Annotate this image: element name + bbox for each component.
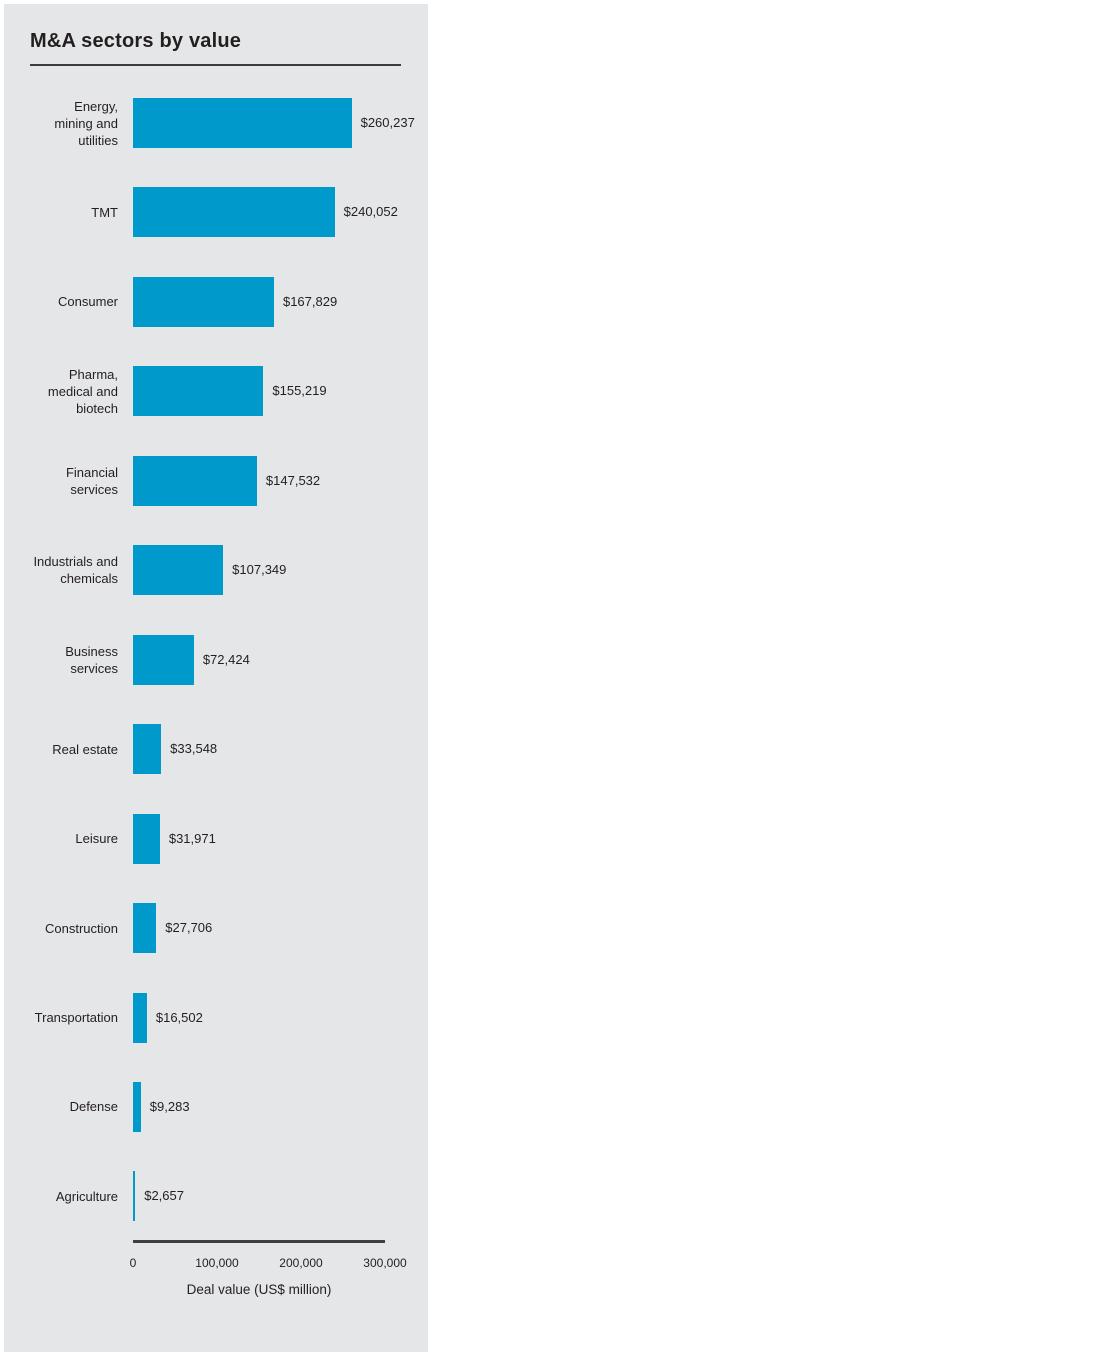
category-label: Financial services <box>65 464 118 497</box>
bar-row: Construction $27,706 <box>4 903 428 954</box>
bar-row: Energy, mining and utilities $260,237 <box>4 98 428 148</box>
value-label: $2,657 <box>144 1188 184 1204</box>
bar-row: Defense $9,283 <box>4 1081 428 1132</box>
category-label: Energy, mining and utilities <box>54 98 118 148</box>
x-tick-label: 0 <box>129 1256 137 1270</box>
value-label: $240,052 <box>343 204 398 220</box>
bar-row: Business services $72,424 <box>4 634 428 685</box>
bar-row: Industrials and chemicals $107,349 <box>4 545 428 596</box>
bar <box>133 187 335 238</box>
bar-row: Consumer $167,829 <box>4 276 428 327</box>
bar-row: Agriculture $2,657 <box>4 1171 428 1222</box>
category-label: Agriculture <box>55 1188 118 1204</box>
bar <box>133 813 160 864</box>
category-label: Defense <box>69 1099 118 1115</box>
value-label: $9,283 <box>149 1098 190 1114</box>
value-label: $260,237 <box>360 115 415 130</box>
category-label: Leisure <box>75 831 118 847</box>
bar <box>133 724 162 775</box>
value-label: $167,829 <box>282 293 338 309</box>
category-label: Real estate <box>52 741 118 757</box>
category-label: TMT <box>91 204 118 220</box>
value-label: $155,219 <box>272 383 327 399</box>
category-label: Consumer <box>58 294 118 310</box>
category-label: Business services <box>65 643 118 676</box>
bar <box>133 992 147 1043</box>
category-label: Industrials and chemicals <box>33 554 118 587</box>
x-axis-title: Deal value (US$ million) <box>186 1282 332 1297</box>
x-tick-label: 200,000 <box>279 1256 323 1270</box>
bar <box>133 545 224 596</box>
category-label: Pharma, medical and biotech <box>47 366 118 416</box>
value-label: $72,424 <box>202 651 250 667</box>
bar <box>133 366 264 417</box>
category-label: Construction <box>45 920 118 936</box>
bar <box>133 276 274 327</box>
value-label: $27,706 <box>165 920 213 936</box>
bar <box>133 455 257 506</box>
bar <box>133 1081 141 1132</box>
category-label: Transportation <box>34 1010 118 1025</box>
bar <box>133 903 157 954</box>
bar <box>133 1171 136 1222</box>
bar-row: Transportation $16,502 <box>4 992 428 1043</box>
chart-title: M&A sectors by value <box>30 30 401 66</box>
value-label: $16,502 <box>155 1009 203 1025</box>
value-label: $33,548 <box>170 741 218 757</box>
value-label: $31,971 <box>168 830 216 846</box>
value-label: $107,349 <box>232 562 287 578</box>
value-label: $147,532 <box>265 472 321 488</box>
chart-panel: M&A sectors by value Energy, mining and … <box>4 4 428 1352</box>
bar-row: Real estate $33,548 <box>4 724 428 775</box>
bar-row: TMT $240,052 <box>4 187 428 238</box>
bar-row: Leisure $31,971 <box>4 813 428 864</box>
bar-row: Financial services $147,532 <box>4 455 428 506</box>
x-tick-label: 100,000 <box>195 1256 239 1270</box>
x-axis-line <box>133 1240 385 1243</box>
bar-row: Pharma, medical and biotech $155,219 <box>4 366 428 417</box>
bar-rows: Energy, mining and utilities $260,237 TMT $… <box>4 4 428 1352</box>
bar <box>133 98 352 148</box>
x-tick-label: 300,000 <box>363 1256 407 1270</box>
bar <box>133 634 194 685</box>
